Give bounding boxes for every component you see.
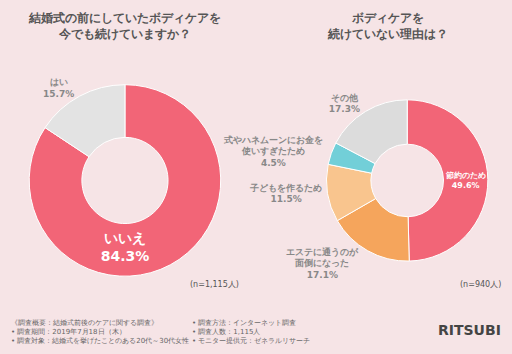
- svg-text:(n=1,115人): (n=1,115人): [190, 280, 239, 289]
- svg-text:式やハネムーンにお金を使いすぎたため4.5%: 式やハネムーンにお金を使いすぎたため4.5%: [223, 135, 323, 168]
- svg-text:はい15.7%: はい15.7%: [43, 77, 74, 99]
- svg-text:節約のため49.6%: 節約のため49.6%: [445, 171, 486, 190]
- svg-text:RITSUBI: RITSUBI: [438, 322, 501, 338]
- svg-text:(n=940人): (n=940人): [460, 280, 501, 289]
- svg-text:《調査概要：結婚式前後のケアに関する調査》• 調査期間：20: 《調査概要：結婚式前後のケアに関する調査》• 調査期間：2019年7月18日（木…: [11, 319, 189, 345]
- svg-text:結婚式の前にしていたボディケアを今でも続けていますか？: 結婚式の前にしていたボディケアを今でも続けていますか？: [28, 11, 221, 41]
- svg-text:子どもを作るため11.5%: 子どもを作るため11.5%: [249, 183, 322, 205]
- svg-text:ボディケアを続けていない理由は？: ボディケアを続けていない理由は？: [327, 11, 448, 41]
- svg-text:その他17.3%: その他17.3%: [329, 93, 360, 115]
- svg-text:いいえ84.3%: いいえ84.3%: [101, 230, 150, 264]
- svg-text:• 調査方法：インターネット調査• 調査人数：1,115人•: • 調査方法：インターネット調査• 調査人数：1,115人• モニター提供元：ゼ…: [192, 319, 310, 345]
- svg-text:エステに通うのが面倒になった17.1%: エステに通うのが面倒になった17.1%: [286, 247, 359, 280]
